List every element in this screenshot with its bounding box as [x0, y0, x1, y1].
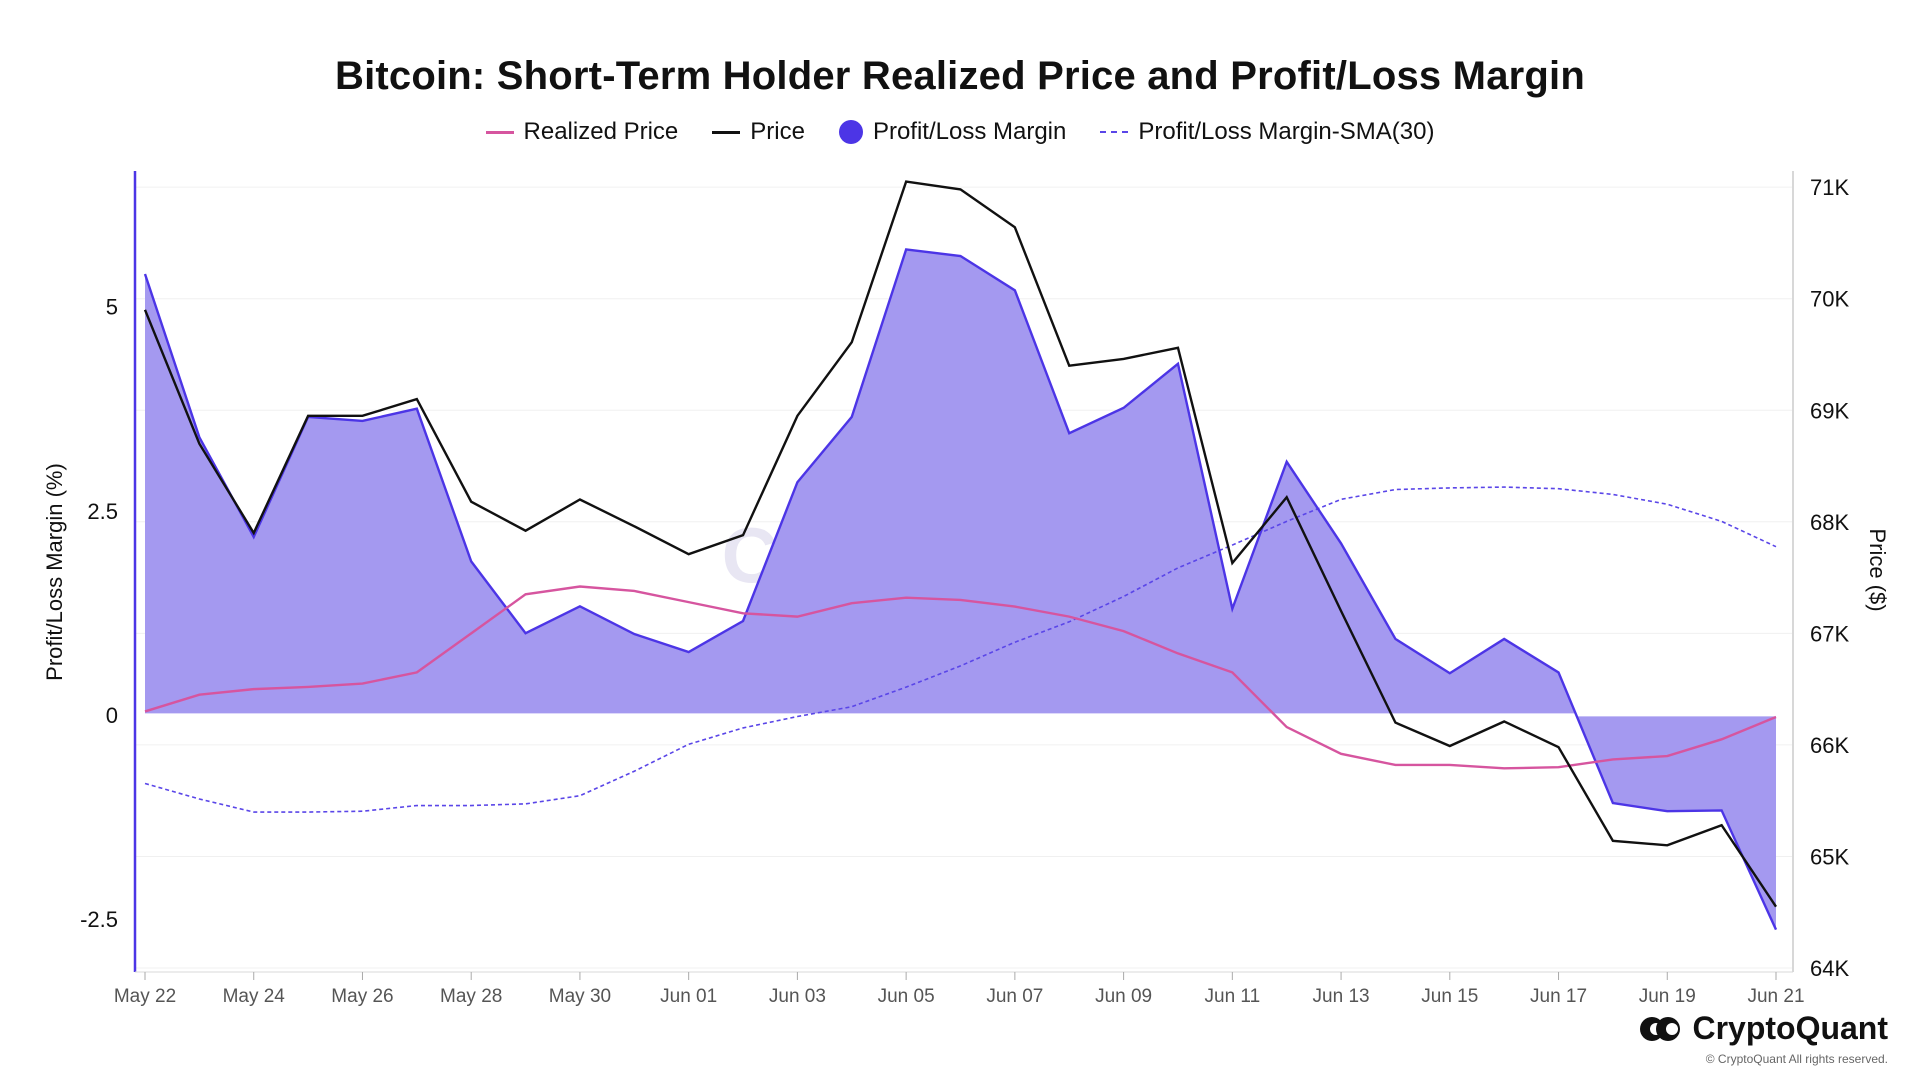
y-right-tick-label: 66K	[1810, 733, 1849, 758]
y-right-axis-title: Price ($)	[1865, 528, 1890, 611]
x-tick-label: May 22	[114, 986, 176, 1007]
price-line	[143, 180, 1777, 908]
x-tick-label: Jun 05	[878, 986, 935, 1007]
legend-item-profit-loss-margin-sma[interactable]: Profit/Loss Margin-SMA(30)	[1100, 118, 1434, 146]
x-tick-label: Jun 13	[1313, 986, 1370, 1007]
y-left-axis-title: Profit/Loss Margin (%)	[42, 463, 67, 681]
y-left-tick-label: 0	[106, 703, 118, 728]
y-left-tick-label: 5	[106, 295, 118, 320]
legend-swatch-price	[712, 130, 741, 134]
legend-item-realized-price[interactable]: Realized Price	[485, 118, 679, 146]
x-tick-label: Jun 17	[1530, 986, 1587, 1007]
y-right-tick-label: 64K	[1810, 956, 1849, 981]
sma-line	[144, 486, 1777, 813]
cryptoquant-logo-icon	[1640, 1016, 1681, 1041]
x-tick-label: Jun 19	[1639, 986, 1696, 1007]
legend-label-realized-price: Realized Price	[523, 118, 679, 145]
chart-title: Bitcoin: Short-Term Holder Realized Pric…	[334, 54, 1585, 98]
y-left-tick-label: -2.5	[80, 907, 118, 932]
legend-label-profit-loss-margin-sma: Profit/Loss Margin-SMA(30)	[1138, 118, 1435, 145]
x-tick-label: Jun 11	[1205, 986, 1261, 1007]
profit-loss-area	[145, 249, 1776, 930]
x-tick-label: May 28	[440, 986, 502, 1007]
legend-label-profit-loss-margin: Profit/Loss Margin	[872, 118, 1067, 145]
copyright-text: © CryptoQuant All rights reserved.	[1705, 1052, 1888, 1066]
profit-loss-line	[143, 248, 1778, 931]
x-tick-label: May 26	[331, 986, 393, 1007]
x-tick-label: Jun 21	[1747, 986, 1804, 1007]
x-tick-label: Jun 07	[986, 986, 1043, 1007]
y-right-tick-label: 65K	[1810, 844, 1849, 869]
x-tick-label: May 24	[223, 986, 286, 1007]
x-tick-label: Jun 01	[660, 986, 717, 1007]
y-right-tick-label: 70K	[1810, 287, 1849, 312]
y-right-tick-label: 69K	[1810, 398, 1849, 423]
x-tick-label: May 30	[549, 986, 611, 1007]
legend-swatch-realized-price	[485, 130, 514, 134]
legend-item-profit-loss-margin[interactable]: Profit/Loss Margin	[838, 118, 1067, 146]
legend-label-price: Price	[750, 118, 805, 145]
realized-price-line	[144, 585, 1777, 770]
x-tick-label: Jun 03	[769, 986, 826, 1007]
legend-swatch-profit-loss-margin-sma	[1100, 131, 1129, 133]
y-right-tick-label: 68K	[1810, 510, 1849, 535]
legend-swatch-profit-loss-margin	[838, 120, 863, 144]
brand-logo: CryptoQuant	[1638, 1010, 1888, 1047]
x-tick-label: Jun 15	[1421, 986, 1478, 1007]
y-right-tick-label: 71K	[1810, 175, 1849, 200]
y-right-tick-label: 67K	[1810, 621, 1849, 646]
brand-name: CryptoQuant	[1692, 1010, 1888, 1046]
chart-legend: Realized Price Price Profit/Loss Margin …	[0, 118, 1920, 146]
legend-item-price[interactable]: Price	[712, 118, 805, 146]
x-tick-label: Jun 09	[1095, 986, 1152, 1007]
y-left-tick-label: 2.5	[87, 499, 118, 524]
